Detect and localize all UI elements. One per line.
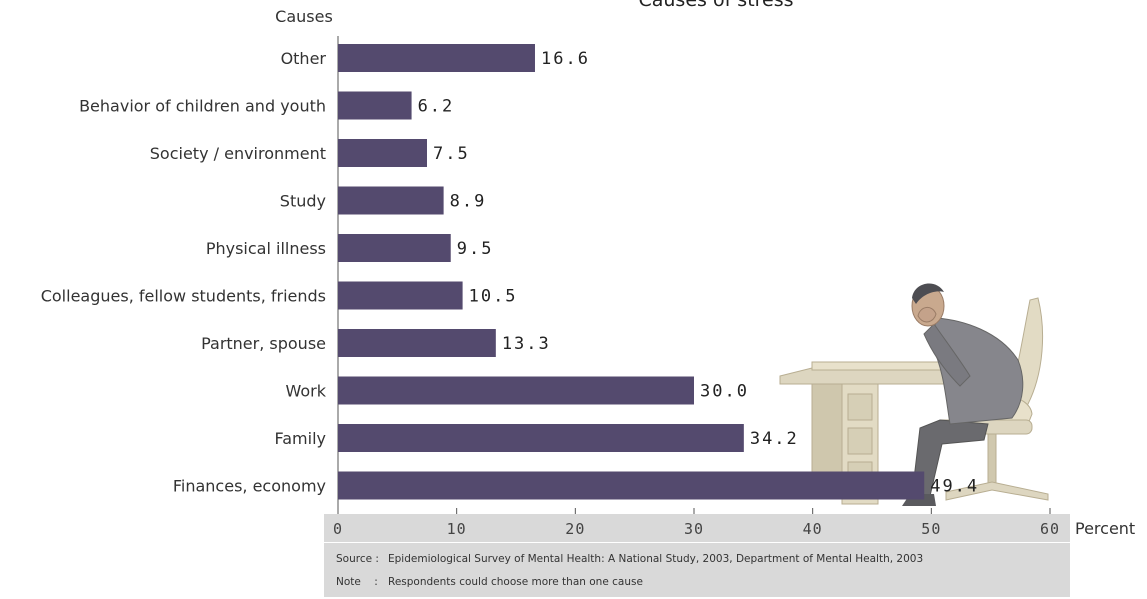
value-label: 34.2	[750, 429, 799, 449]
value-label: 10.5	[469, 287, 518, 307]
value-label: 8.9	[450, 192, 487, 212]
bar-chart: Causes of stress Causes Percent Other	[41, 0, 1135, 542]
category-label: Finances, economy	[173, 477, 326, 496]
bar	[338, 471, 925, 500]
bar	[338, 44, 535, 72]
category-label: Behavior of children and youth	[79, 97, 326, 116]
value-label: 30.0	[700, 382, 749, 402]
note-text: Respondents could choose more than one c…	[388, 576, 643, 588]
category-label: Partner, spouse	[201, 334, 326, 353]
x-axis-title: Percent	[1075, 519, 1135, 538]
note-line: Note : Respondents could choose more than…	[336, 576, 643, 588]
value-label: 13.3	[502, 334, 551, 354]
category-label: Other	[281, 49, 327, 68]
category-label: Physical illness	[206, 239, 326, 258]
category-label: Work	[285, 382, 326, 401]
x-axis-band	[324, 514, 1070, 542]
bar	[338, 376, 694, 405]
category-label: Society / environment	[150, 144, 326, 163]
source-note-box: Source : Epidemiological Survey of Mental…	[324, 543, 1070, 597]
x-tick-label: 30	[684, 520, 704, 538]
category-label: Study	[280, 192, 326, 211]
category-label: Colleagues, fellow students, friends	[41, 287, 326, 306]
source-text: Epidemiological Survey of Mental Health:…	[388, 553, 924, 565]
chart-title: Causes of stress	[638, 0, 793, 11]
bar	[338, 424, 744, 452]
bar	[338, 329, 496, 357]
bar	[338, 186, 444, 215]
x-tick-label: 20	[565, 520, 585, 538]
bar	[338, 91, 412, 120]
bar	[338, 281, 463, 310]
x-tick-label: 50	[921, 520, 941, 538]
value-label: 7.5	[433, 144, 470, 164]
category-label: Family	[275, 429, 326, 448]
y-axis-title: Causes	[275, 7, 333, 26]
bar	[338, 139, 427, 167]
value-label: 9.5	[457, 239, 494, 259]
value-label: 49.4	[930, 477, 979, 497]
x-tick-label: 40	[803, 520, 823, 538]
note-label: Note :	[336, 576, 378, 588]
source-line: Source : Epidemiological Survey of Mental…	[336, 553, 923, 565]
value-label: 16.6	[541, 49, 590, 69]
source-label: Source :	[336, 553, 379, 565]
x-tick-label: 0	[333, 520, 343, 538]
value-label: 6.2	[418, 97, 455, 117]
bar	[338, 234, 451, 262]
x-tick-label: 60	[1040, 520, 1060, 538]
x-tick-label: 10	[447, 520, 467, 538]
